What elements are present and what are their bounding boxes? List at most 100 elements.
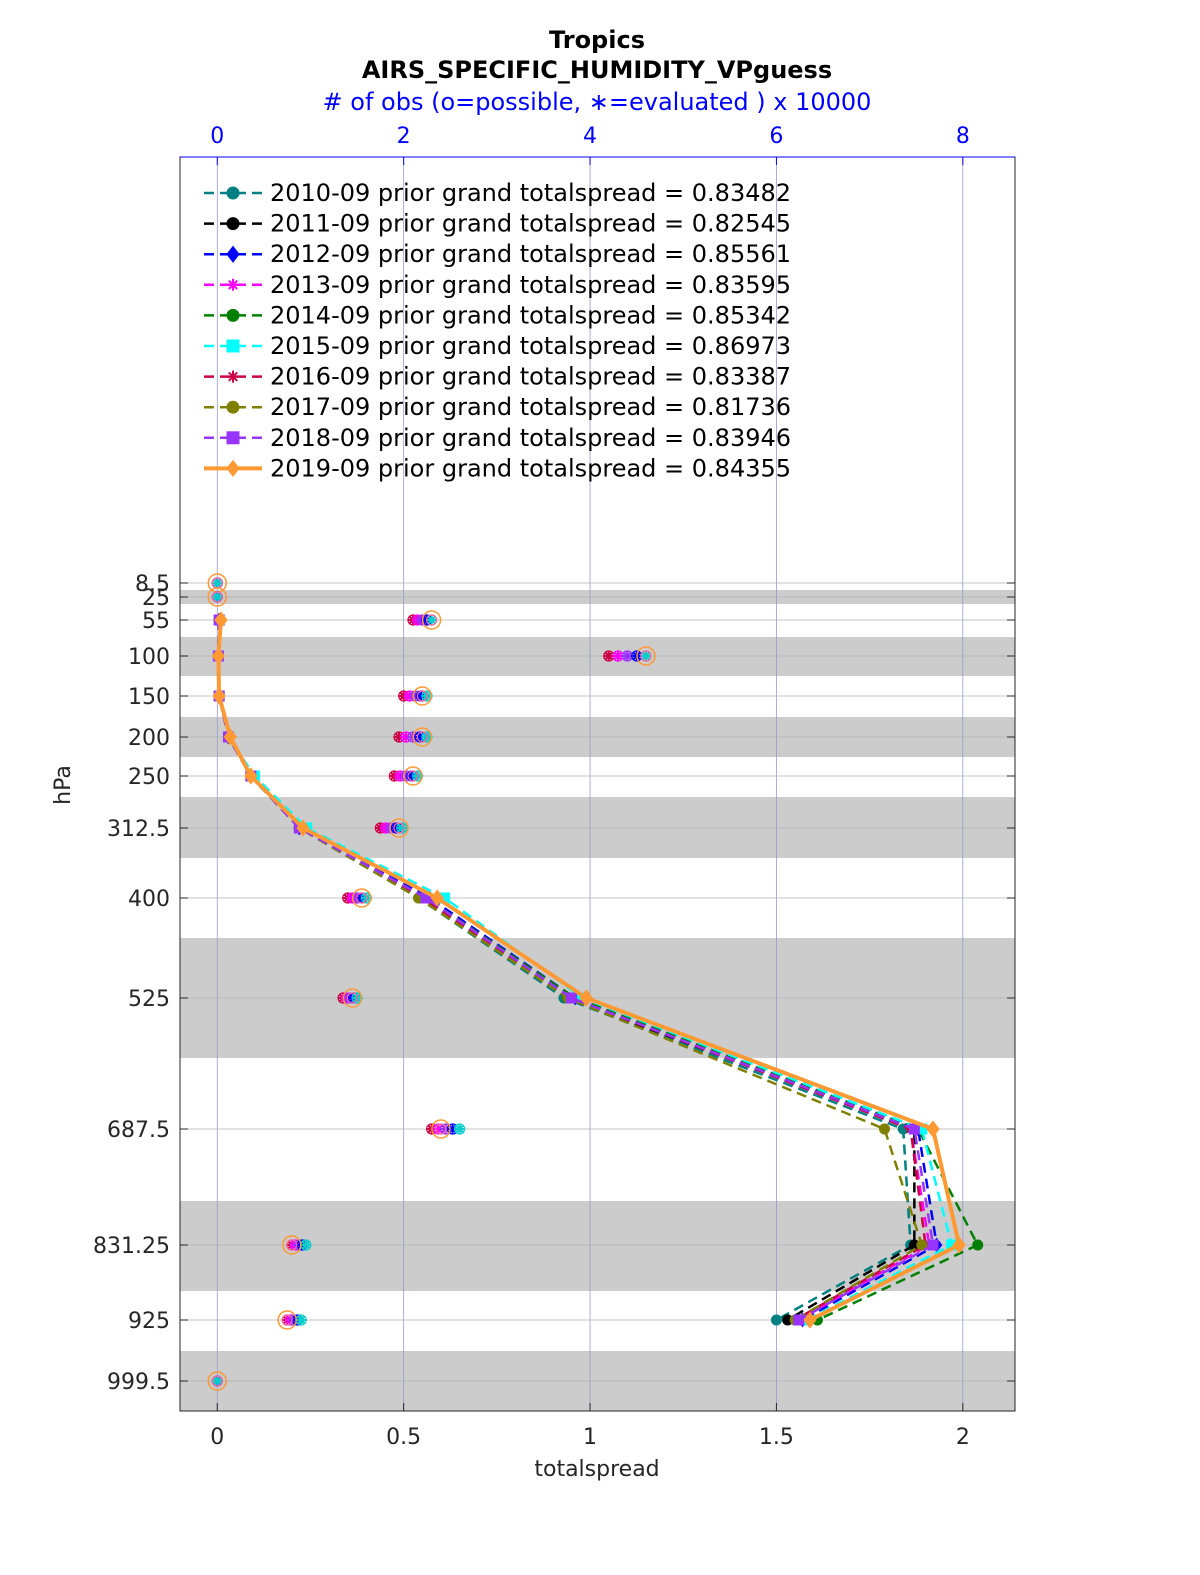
top-tick-label: 2 bbox=[397, 124, 411, 149]
obs-possible-marker bbox=[351, 888, 372, 908]
obs-possible-marker bbox=[282, 1235, 302, 1255]
x-tick-label: 2 bbox=[956, 1425, 970, 1450]
obs-evaluated-marker bbox=[300, 1240, 311, 1250]
series-point bbox=[908, 1123, 920, 1135]
y-tick-label: 250 bbox=[128, 765, 170, 790]
obs-possible-marker bbox=[389, 818, 409, 838]
obs-evaluated-marker bbox=[622, 651, 633, 661]
series-point bbox=[223, 728, 237, 746]
obs-evaluated-marker bbox=[414, 732, 425, 742]
obs-possible-marker bbox=[286, 1239, 298, 1251]
obs-possible-marker bbox=[277, 1310, 297, 1330]
y-tick-label: 25 bbox=[142, 586, 170, 611]
obs-evaluated-marker bbox=[640, 651, 651, 661]
series-point bbox=[211, 647, 226, 665]
obs-possible-marker bbox=[356, 892, 368, 904]
legend: 2010-09 prior grand totalspread = 0.8348… bbox=[204, 179, 791, 482]
chart-subtitle: AIRS_SPECIFIC_HUMIDITY_VPguess bbox=[362, 56, 832, 84]
obs-possible-marker bbox=[393, 822, 405, 834]
obs-evaluated-marker bbox=[613, 651, 624, 661]
obs-evaluated-marker bbox=[447, 1124, 458, 1134]
legend-marker bbox=[226, 217, 240, 231]
obs-evaluated-marker bbox=[426, 615, 437, 625]
legend-marker bbox=[226, 245, 240, 263]
chart-title: Tropics bbox=[549, 26, 645, 54]
x-tick-label: 1 bbox=[583, 1425, 597, 1450]
y-tick-label: 525 bbox=[128, 987, 170, 1012]
series-line bbox=[217, 619, 916, 1322]
series-point bbox=[296, 819, 310, 837]
obs-possible-marker bbox=[412, 686, 433, 706]
legend-entry: 2011-09 prior grand totalspread = 0.8254… bbox=[270, 210, 791, 238]
series-point bbox=[565, 992, 577, 1004]
legend-marker bbox=[226, 339, 240, 353]
series-point bbox=[916, 1239, 928, 1251]
obs-evaluated-marker bbox=[433, 1124, 444, 1134]
series-point bbox=[770, 1314, 782, 1326]
legend-entry: 2010-09 prior grand totalspread = 0.8348… bbox=[270, 179, 791, 207]
legend-entry: 2018-09 prior grand totalspread = 0.8394… bbox=[270, 424, 791, 452]
y-tick-label: 200 bbox=[128, 726, 170, 751]
obs-possible-marker bbox=[416, 731, 428, 743]
obs-evaluated-marker bbox=[395, 771, 406, 781]
y-tick-label: 100 bbox=[128, 645, 170, 670]
level-band bbox=[180, 797, 1015, 858]
obs-evaluated-marker bbox=[398, 691, 409, 701]
series-line bbox=[217, 619, 939, 1322]
obs-possible-marker bbox=[346, 992, 359, 1004]
top-tick-label: 4 bbox=[583, 124, 597, 149]
obs-evaluated-marker bbox=[416, 691, 427, 701]
y-tick-label: 687.5 bbox=[107, 1118, 170, 1143]
series-point bbox=[430, 889, 444, 907]
obs-evaluated-marker bbox=[603, 651, 614, 661]
series-point bbox=[579, 989, 593, 1007]
series-point bbox=[803, 1311, 817, 1329]
obs-evaluated-marker bbox=[400, 732, 411, 742]
obs-possible-marker bbox=[407, 770, 419, 782]
obs-possible-marker bbox=[281, 1314, 293, 1326]
y-tick-label: 8.5 bbox=[135, 572, 170, 597]
series-line bbox=[217, 619, 912, 1322]
obs-possible-marker bbox=[426, 614, 438, 626]
legend-entry: 2013-09 prior grand totalspread = 0.8359… bbox=[270, 271, 791, 299]
y-tick-label: 150 bbox=[128, 685, 170, 710]
top-tick-label: 8 bbox=[956, 124, 970, 149]
obs-possible-marker bbox=[636, 646, 656, 666]
grid-lines bbox=[180, 157, 1015, 1411]
obs-evaluated-marker bbox=[454, 1124, 465, 1134]
obs-evaluated-marker bbox=[212, 578, 223, 588]
legend-entry: 2012-09 prior grand totalspread = 0.8556… bbox=[270, 240, 791, 268]
obs-evaluated-marker bbox=[296, 1315, 307, 1325]
legend-entry: 2019-09 prior grand totalspread = 0.8435… bbox=[270, 454, 791, 482]
level-band bbox=[180, 637, 1015, 676]
series-point bbox=[244, 767, 258, 785]
y-tick-label: 400 bbox=[128, 887, 170, 912]
obs-possible-marker bbox=[403, 766, 423, 786]
y-tick-label: 925 bbox=[128, 1309, 170, 1334]
series-point bbox=[212, 687, 226, 705]
series-line bbox=[217, 619, 954, 1322]
y-axis-label: hPa bbox=[51, 765, 76, 805]
y-tick-label: 831.25 bbox=[93, 1234, 170, 1259]
series-line bbox=[217, 619, 980, 1322]
y-tick-label: 312.5 bbox=[107, 817, 170, 842]
obs-possible-marker bbox=[342, 988, 363, 1008]
obs-possible-marker bbox=[421, 610, 442, 630]
obs-possible-marker bbox=[435, 1123, 447, 1135]
series-point bbox=[214, 611, 228, 629]
series-point bbox=[927, 1239, 939, 1251]
y-tick-label: 999.5 bbox=[107, 1370, 170, 1395]
obs-evaluated-marker bbox=[406, 771, 417, 781]
legend-marker bbox=[226, 431, 240, 445]
obs-evaluated-marker bbox=[410, 691, 421, 701]
obs-count-markers bbox=[207, 573, 656, 1391]
legend-entry: 2017-09 prior grand totalspread = 0.8173… bbox=[270, 393, 791, 421]
obs-evaluated-marker bbox=[396, 823, 407, 833]
y-tick-label: 55 bbox=[142, 609, 170, 634]
obs-evaluated-marker bbox=[212, 592, 223, 602]
obs-evaluated-marker bbox=[212, 1376, 223, 1386]
obs-possible-marker bbox=[431, 1119, 451, 1139]
obs-possible-marker bbox=[207, 1371, 228, 1391]
